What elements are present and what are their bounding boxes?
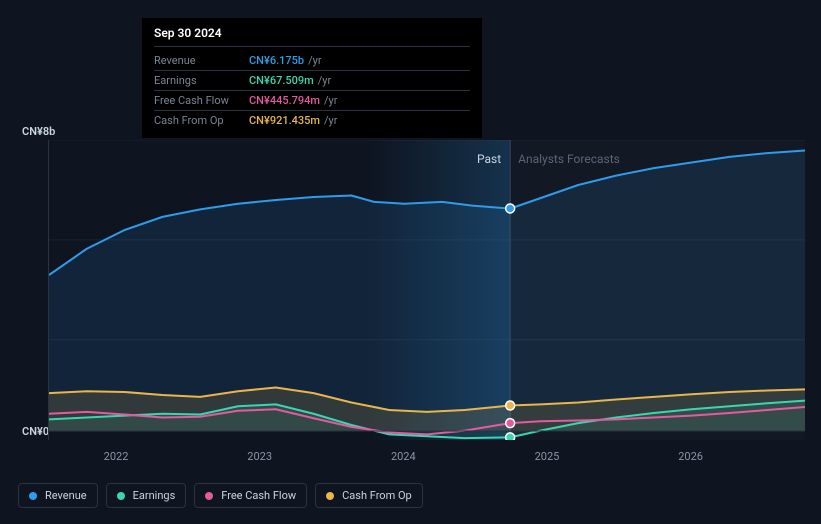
legend-dot [29, 492, 37, 500]
tooltip-metric-value: CN¥6.175b [249, 54, 304, 67]
legend-item-cash-from-op[interactable]: Cash From Op [315, 483, 423, 508]
tooltip-metric-value: CN¥445.794m [249, 94, 320, 107]
legend-dot [117, 492, 125, 500]
x-axis-tick-label: 2025 [535, 450, 560, 463]
legend-item-revenue[interactable]: Revenue [18, 483, 98, 508]
tooltip-date: Sep 30 2024 [154, 26, 470, 47]
tooltip-metric-label: Revenue [154, 54, 249, 67]
x-axis-tick-label: 2026 [678, 450, 703, 463]
chart-plot-area[interactable]: Past Analysts Forecasts [48, 140, 804, 440]
legend-label: Cash From Op [342, 489, 412, 502]
x-axis-tick-label: 2024 [391, 450, 416, 463]
legend-label: Revenue [45, 489, 87, 502]
tooltip-metric-unit: /yr [324, 94, 337, 107]
tooltip-row: RevenueCN¥6.175b/yr [154, 51, 470, 71]
chart-tooltip: Sep 30 2024 RevenueCN¥6.175b/yrEarningsC… [142, 18, 482, 138]
legend-item-earnings[interactable]: Earnings [106, 483, 187, 508]
y-axis-bottom-label: CN¥0 [22, 425, 49, 438]
tooltip-metric-unit: /yr [324, 114, 337, 127]
tooltip-metric-label: Free Cash Flow [154, 94, 249, 107]
y-axis-top-label: CN¥8b [22, 125, 55, 138]
tooltip-metric-label: Cash From Op [154, 114, 249, 127]
legend-item-free-cash-flow[interactable]: Free Cash Flow [194, 483, 307, 508]
tooltip-row: EarningsCN¥67.509m/yr [154, 71, 470, 91]
tooltip-metric-value: CN¥67.509m [249, 74, 314, 87]
x-axis-tick-label: 2023 [247, 450, 272, 463]
chart-legend: Revenue Earnings Free Cash Flow Cash From O… [18, 483, 423, 508]
legend-dot [205, 492, 213, 500]
tooltip-metric-value: CN¥921.435m [249, 114, 320, 127]
legend-label: Earnings [133, 489, 176, 502]
x-axis-tick-label: 2022 [104, 450, 129, 463]
legend-dot [326, 492, 334, 500]
tooltip-metric-label: Earnings [154, 74, 249, 87]
x-axis-labels: 2022 2023 2024 2025 2026 [48, 450, 804, 470]
tooltip-metric-unit: /yr [308, 54, 321, 67]
chart-svg [49, 140, 805, 440]
tooltip-row: Free Cash FlowCN¥445.794m/yr [154, 91, 470, 111]
tooltip-metric-unit: /yr [318, 74, 331, 87]
chart-container: CN¥8b CN¥0 Past Analysts Forecasts [18, 125, 804, 445]
forecast-region-label: Analysts Forecasts [518, 152, 620, 166]
tooltip-row: Cash From OpCN¥921.435m/yr [154, 111, 470, 130]
past-region-label: Past [477, 152, 501, 166]
legend-label: Free Cash Flow [221, 489, 296, 502]
